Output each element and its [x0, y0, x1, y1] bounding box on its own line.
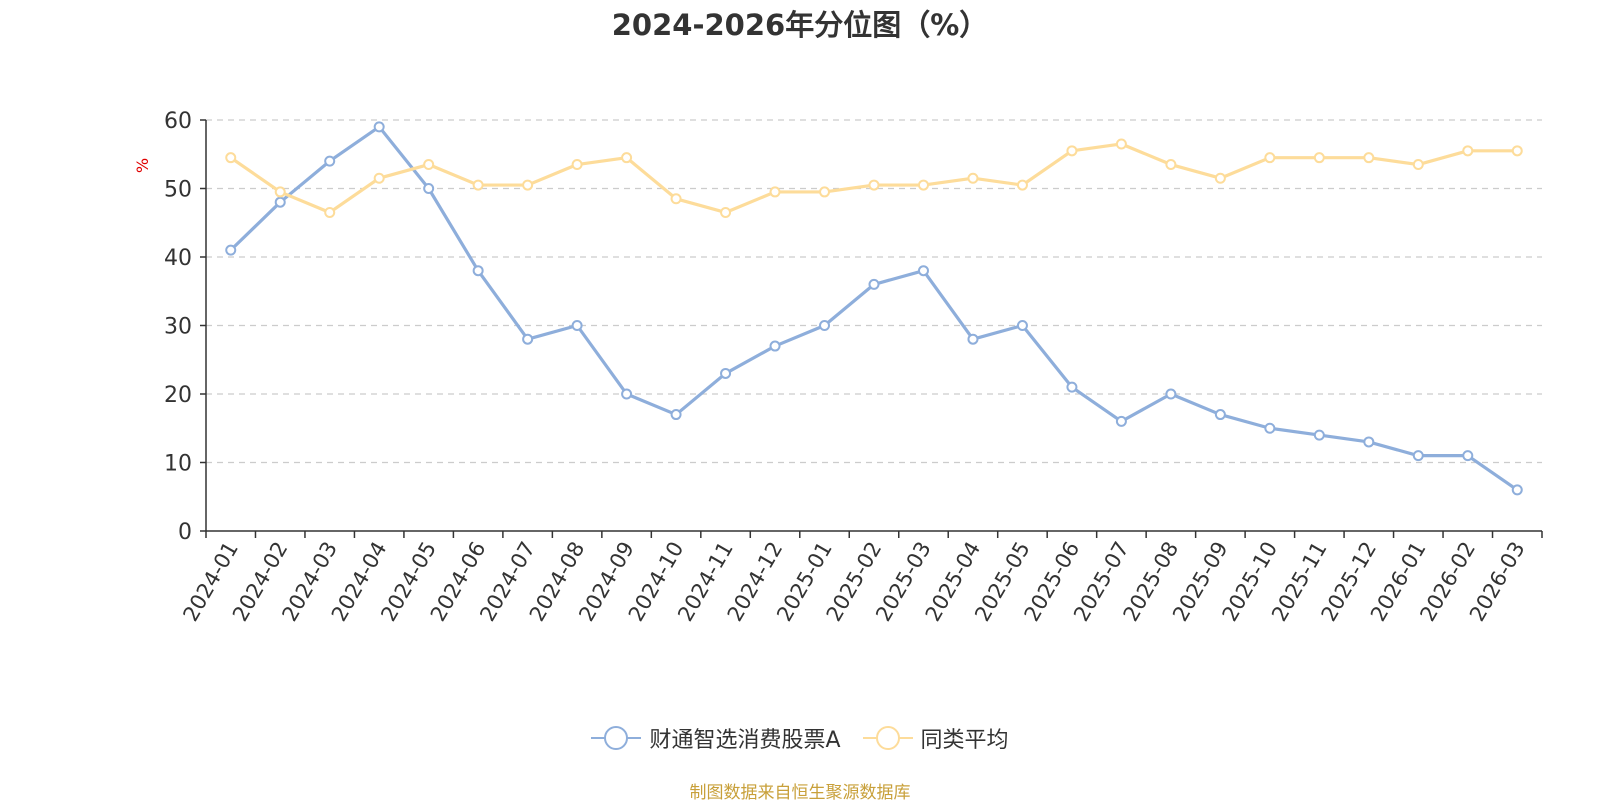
data-point	[819, 186, 831, 198]
data-point	[967, 172, 979, 184]
data-point	[1214, 172, 1226, 184]
data-point	[819, 320, 831, 331]
data-point	[1313, 152, 1325, 164]
source-note: 制图数据来自恒生聚源数据库	[689, 783, 911, 803]
data-point	[1165, 159, 1177, 171]
y-tick-label: 60	[164, 109, 192, 134]
legend-label-series-1: 财通智选消费股票A	[649, 728, 841, 753]
data-point	[423, 183, 435, 194]
legend-marker-series-2	[862, 726, 913, 750]
data-point	[324, 206, 336, 218]
data-point	[1412, 450, 1424, 462]
data-point	[1066, 381, 1078, 393]
data-point	[373, 121, 385, 133]
data-point	[720, 206, 732, 218]
data-point	[1511, 145, 1523, 157]
data-point	[967, 333, 979, 345]
legend-item-series-1[interactable]: 财通智选消费股票A	[591, 722, 841, 754]
data-point	[225, 152, 237, 164]
data-point	[1016, 320, 1028, 331]
data-point	[472, 265, 484, 277]
legend-marker-series-1	[591, 726, 642, 750]
chart-title: 2024-2026年分位图（%）	[611, 8, 989, 42]
data-point	[274, 196, 286, 208]
x-tick-labels: 2024-012024-022024-032024-042024-052024-…	[178, 537, 1529, 625]
data-point	[868, 179, 880, 191]
data-point	[917, 179, 929, 191]
data-point	[1412, 159, 1424, 171]
y-tick-label: 20	[164, 383, 192, 408]
data-point	[571, 159, 583, 171]
legend-item-series-2[interactable]: 同类平均	[862, 722, 1009, 754]
axes: 0 10 20 30 40 50 60	[164, 109, 1543, 545]
y-tick-label: 10	[164, 452, 192, 477]
data-point	[1363, 436, 1375, 448]
data-point	[621, 152, 633, 164]
data-point	[670, 193, 682, 205]
data-point	[720, 367, 732, 379]
data-point	[868, 278, 880, 290]
data-point	[1363, 152, 1375, 164]
data-point	[373, 172, 385, 184]
data-point	[1264, 152, 1276, 164]
data-point	[472, 179, 484, 191]
data-point	[274, 186, 286, 198]
data-point	[917, 265, 929, 277]
data-point	[769, 186, 781, 198]
data-point	[225, 244, 237, 256]
data-point	[522, 179, 534, 191]
y-tick-label: 30	[164, 315, 192, 340]
y-tick-label: 0	[178, 520, 192, 545]
data-point	[1066, 145, 1078, 157]
data-point	[1016, 179, 1028, 191]
data-point	[1511, 484, 1523, 496]
data-point	[1313, 429, 1325, 441]
data-point	[1462, 450, 1474, 462]
data-point	[621, 388, 633, 400]
data-point	[1462, 145, 1474, 157]
y-axis-label-group: %	[133, 158, 152, 173]
data-point	[1264, 422, 1276, 434]
series-lines	[225, 121, 1523, 496]
series-line-2	[229, 142, 1519, 215]
legend-label-series-2: 同类平均	[920, 728, 1009, 753]
data-point	[423, 159, 435, 171]
y-tick-label: 50	[164, 178, 192, 203]
data-point	[1115, 138, 1127, 150]
data-point	[1214, 409, 1226, 421]
legend: 财通智选消费股票A 同类平均	[0, 722, 1600, 754]
data-point	[571, 320, 583, 331]
data-point	[1115, 415, 1127, 427]
y-tick-label: 40	[164, 246, 192, 271]
data-point	[324, 155, 336, 167]
y-axis-label: %	[133, 158, 152, 173]
data-point	[1165, 388, 1177, 400]
series-1	[225, 121, 1523, 496]
data-point	[769, 340, 781, 352]
series-2	[225, 138, 1523, 218]
data-point	[670, 409, 682, 421]
data-point	[522, 333, 534, 345]
